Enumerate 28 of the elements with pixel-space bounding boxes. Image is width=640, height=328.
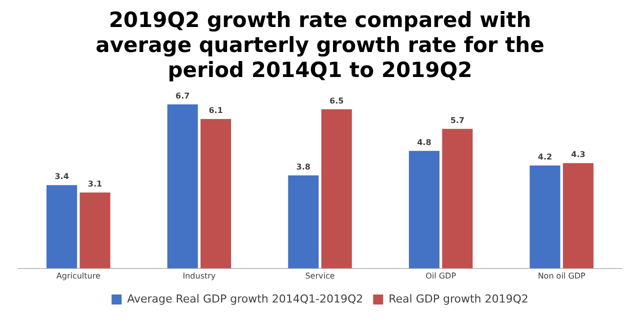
bar: [46, 185, 78, 268]
x-tick-label: Non oil GDP: [538, 271, 586, 280]
legend-label: Average Real GDP growth 2014Q1-2019Q2: [127, 292, 364, 306]
data-label: 4.3: [571, 150, 586, 160]
bar: [562, 163, 594, 268]
bar: [408, 150, 440, 268]
bar: [80, 192, 110, 268]
bar: [321, 109, 352, 268]
data-label: 6.7: [176, 91, 190, 100]
bar: [442, 128, 473, 268]
data-label: 3.4: [54, 172, 70, 182]
data-label: 3.1: [88, 180, 103, 189]
bar: [288, 175, 319, 268]
x-tick-label: Industry: [182, 271, 216, 280]
data-label: 6.5: [330, 96, 344, 106]
x-tick-label: Agriculture: [56, 271, 100, 280]
legend-label: Real GDP growth 2019Q2: [388, 292, 528, 306]
bar: [530, 166, 560, 268]
bar: [200, 119, 232, 268]
chart-title: 2019Q2 growth rate compared with average quarterly growth rate for the period 2014Q1 to 2019Q2: [94, 8, 546, 83]
data-label: 6.1: [208, 106, 224, 116]
data-label: 4.8: [417, 138, 432, 147]
bar: [167, 104, 198, 268]
data-label: 3.8: [296, 162, 311, 172]
data-label: 4.2: [538, 152, 552, 162]
x-tick-label: Service: [305, 271, 335, 280]
data-label: 5.7: [450, 116, 464, 125]
x-tick-label: Oil GDP: [426, 271, 456, 280]
